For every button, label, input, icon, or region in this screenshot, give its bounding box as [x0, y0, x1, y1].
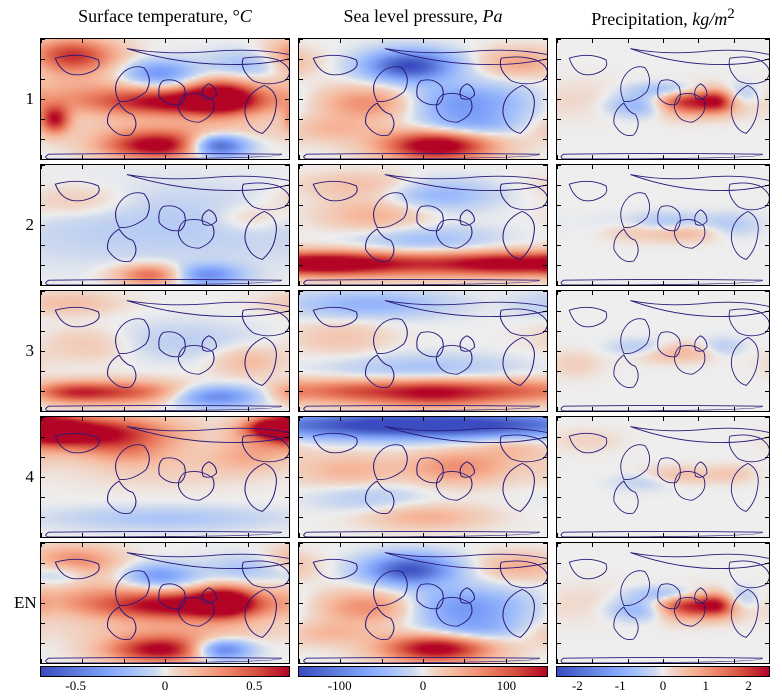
- row-label: 2: [14, 215, 34, 235]
- colorbar-ticklabel: -1: [615, 678, 626, 694]
- colorbar-ticklabel: 0: [162, 678, 169, 694]
- colorbar-ticklabel: -2: [572, 678, 583, 694]
- climate-figure: Surface temperature, °C Sea level pressu…: [0, 0, 782, 699]
- panel-4-tas: [40, 416, 290, 538]
- panel-4-slp: [298, 416, 548, 538]
- row-label: EN: [14, 593, 34, 613]
- colorbar-ticklabel: 0: [660, 678, 667, 694]
- colorbar-ticklabel: -0.5: [65, 678, 86, 694]
- column-titles: Surface temperature, °C Sea level pressu…: [0, 0, 782, 36]
- row-2: [40, 164, 772, 286]
- colorbar-slp: -100 0 100: [298, 666, 548, 693]
- panel-1-slp: [298, 38, 548, 160]
- panel-EN-slp: [298, 542, 548, 664]
- panel-2-slp: [298, 164, 548, 286]
- row-3: [40, 290, 772, 412]
- colorbar-ticklabel: 2: [745, 678, 752, 694]
- panel-3-slp: [298, 290, 548, 412]
- panel-2-tas: [40, 164, 290, 286]
- colorbar-ticklabel: -100: [328, 678, 352, 694]
- colorbar-ticklabels: -0.5 0 0.5: [40, 677, 290, 693]
- panel-4-pr: [556, 416, 770, 538]
- panel-EN-pr: [556, 542, 770, 664]
- panel-EN-tas: [40, 542, 290, 664]
- col-title-pr: Precipitation, kg/m2: [556, 6, 770, 30]
- colorbar-pr: -2 -1 0 1 2: [556, 666, 770, 693]
- colorbar-tas: -0.5 0 0.5: [40, 666, 290, 693]
- colorbar-ticklabels: -2 -1 0 1 2: [556, 677, 770, 693]
- panel-1-tas: [40, 38, 290, 160]
- panel-1-pr: [556, 38, 770, 160]
- colorbar-ticklabel: 0.5: [246, 678, 262, 694]
- row-4: [40, 416, 772, 538]
- col-title-slp: Sea level pressure, Pa: [298, 6, 548, 27]
- col-title-tas: Surface temperature, °C: [40, 6, 290, 27]
- row-label: 1: [14, 89, 34, 109]
- colorbar-ticklabel: 0: [420, 678, 427, 694]
- panel-2-pr: [556, 164, 770, 286]
- row-EN: [40, 542, 772, 664]
- row-label: 4: [14, 467, 34, 487]
- panel-3-tas: [40, 290, 290, 412]
- panel-3-pr: [556, 290, 770, 412]
- colorbar-ticklabel: 100: [497, 678, 517, 694]
- colorbar-ticklabel: 1: [703, 678, 710, 694]
- panel-grid: [40, 38, 772, 668]
- colorbars: -0.5 0 0.5 -100 0 100 -2 -1 0 1 2: [40, 666, 772, 693]
- row-1: [40, 38, 772, 160]
- row-label: 3: [14, 341, 34, 361]
- colorbar-ticklabels: -100 0 100: [298, 677, 548, 693]
